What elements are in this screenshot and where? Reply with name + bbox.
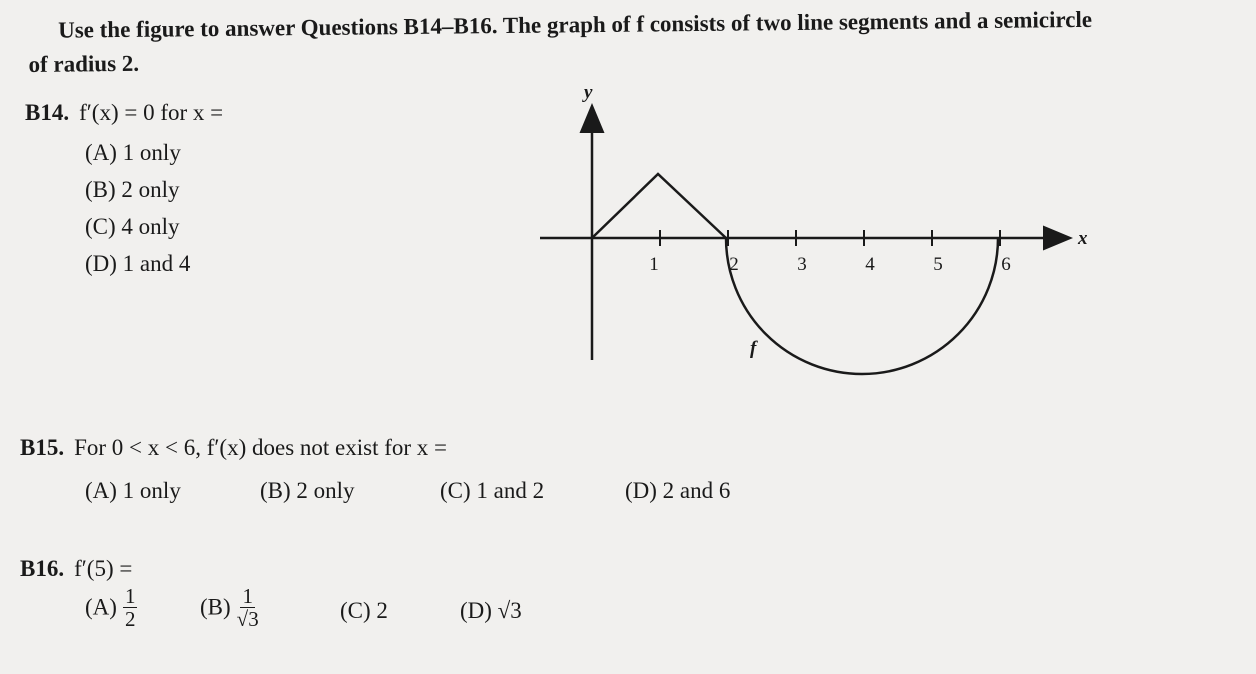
- choice-text: (B) 2 only: [85, 177, 180, 202]
- question-number: B14.: [25, 100, 70, 125]
- choice-text: (C) 2: [340, 598, 388, 623]
- question: B14. f′(x) = 0 for x =: [25, 100, 223, 126]
- denominator: 2: [124, 607, 136, 631]
- numerator: 1: [240, 584, 255, 608]
- x-axis-label: x: [1077, 228, 1088, 249]
- choice: (D) 1 and 4: [85, 251, 190, 277]
- tick-label: 4: [865, 254, 875, 275]
- choice: (B) 2 only: [260, 478, 355, 504]
- choice-text: (B) 2 only: [260, 478, 355, 503]
- tick-label: 1: [649, 254, 659, 275]
- tick-label: 6: [1001, 254, 1011, 275]
- choice-text: (C) 4 only: [85, 214, 180, 239]
- choice: (C) 2: [340, 598, 388, 624]
- choice-label: (B): [200, 594, 231, 620]
- intro: Use the figure to answer Questions B14–B…: [28, 6, 1093, 77]
- choice: (A) 1 only: [85, 140, 181, 166]
- tick-label: 3: [797, 254, 807, 275]
- question-prompt: f′(5) =: [74, 556, 133, 581]
- graph-of-f: [591, 172, 1000, 376]
- choice: (D) 2 and 6: [625, 478, 730, 504]
- y-axis-label: y: [582, 82, 593, 103]
- choice-text: (A) 1 only: [85, 140, 181, 165]
- choice: (B) 1 √3: [200, 585, 259, 630]
- question-number: B16.: [20, 556, 65, 581]
- choice-text: (A) 1 only: [85, 478, 181, 503]
- choice-text: (C) 1 and 2: [440, 478, 545, 503]
- choice: (A) 1 only: [85, 478, 181, 504]
- choice: (B) 2 only: [85, 177, 180, 203]
- question-prompt: For 0 < x < 6, f′(x) does not exist for …: [74, 435, 448, 460]
- question-prompt: f′(x) = 0 for x =: [79, 100, 224, 125]
- question: B16. f′(5) =: [20, 556, 132, 582]
- tick-label: 2: [729, 254, 739, 275]
- choice-label: (A): [85, 594, 117, 620]
- choice-text: (D) 2 and 6: [625, 478, 731, 503]
- choice: (D) √3: [460, 598, 522, 624]
- curve-label: f: [750, 338, 758, 359]
- tick-label: 5: [933, 254, 943, 275]
- choice-text: (D) √3: [460, 598, 522, 623]
- question-number: B15.: [20, 435, 65, 460]
- fraction: 1 √3: [237, 585, 259, 630]
- choice-text: (D) 1 and 4: [85, 251, 191, 276]
- choice: (C) 4 only: [85, 214, 180, 240]
- denominator: √3: [236, 607, 259, 631]
- choice: (A) 1 2: [85, 584, 138, 631]
- numerator: 1: [122, 584, 138, 608]
- choice: (C) 1 and 2: [440, 478, 544, 504]
- question: B15. For 0 < x < 6, f′(x) does not exist …: [20, 435, 447, 461]
